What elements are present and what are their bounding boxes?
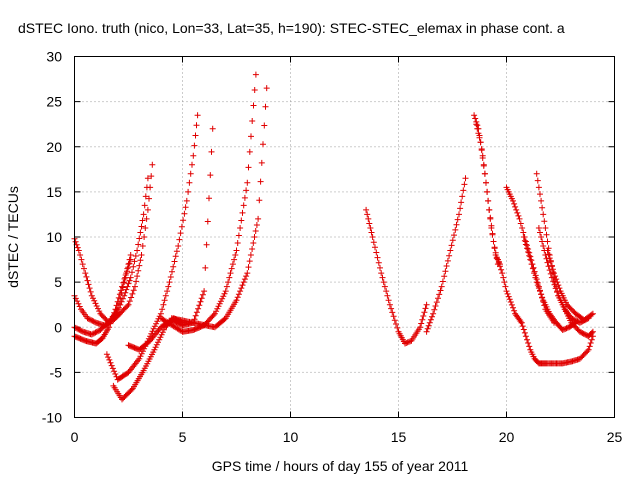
data-series bbox=[363, 206, 430, 347]
y-tick-label: -5 bbox=[50, 364, 63, 380]
data-series bbox=[168, 85, 270, 331]
data-series bbox=[520, 234, 579, 333]
y-tick-label: 5 bbox=[54, 274, 62, 290]
y-tick-label: 25 bbox=[46, 94, 62, 110]
data-series bbox=[518, 319, 596, 367]
series-markers bbox=[103, 112, 201, 383]
data-series bbox=[535, 225, 596, 340]
data-series bbox=[423, 175, 469, 335]
series-markers bbox=[71, 161, 156, 329]
x-tick-label: 10 bbox=[283, 429, 299, 445]
series-markers bbox=[363, 206, 430, 347]
series-markers bbox=[494, 256, 525, 326]
x-tick-label: 0 bbox=[71, 429, 79, 445]
series-markers bbox=[544, 247, 596, 323]
series-markers bbox=[518, 319, 596, 367]
data-points bbox=[71, 71, 596, 403]
data-series bbox=[157, 71, 259, 335]
tick-labels: 0 5 10 15 20 25 -10 -5 0 5 10 15 20 25 30 bbox=[42, 49, 623, 446]
data-series bbox=[494, 256, 525, 326]
y-tick-label: 0 bbox=[54, 319, 62, 335]
x-tick-label: 25 bbox=[607, 429, 623, 445]
x-axis-label: GPS time / hours of day 155 of year 2011 bbox=[212, 458, 469, 474]
y-tick-label: -10 bbox=[42, 410, 62, 426]
series-markers bbox=[157, 71, 259, 335]
data-series bbox=[71, 161, 156, 329]
series-markers bbox=[520, 234, 579, 333]
plot-frame bbox=[74, 56, 615, 418]
y-tick-label: 20 bbox=[46, 139, 62, 155]
series-markers bbox=[168, 85, 270, 331]
y-tick-label: 30 bbox=[46, 49, 62, 65]
x-tick-label: 5 bbox=[179, 429, 187, 445]
y-tick-label: 15 bbox=[46, 184, 62, 200]
y-axis-label: dSTEC / TECUs bbox=[5, 186, 21, 288]
x-tick-label: 15 bbox=[391, 429, 407, 445]
chart-title: dSTEC Iono. truth (nico, Lon=33, Lat=35,… bbox=[18, 20, 565, 36]
data-series bbox=[544, 247, 596, 323]
data-series bbox=[103, 112, 201, 383]
y-tick-label: 10 bbox=[46, 229, 62, 245]
data-series bbox=[473, 121, 501, 268]
series-markers bbox=[473, 121, 501, 268]
series-markers bbox=[423, 175, 469, 335]
series-markers bbox=[535, 225, 596, 340]
x-tick-label: 20 bbox=[499, 429, 515, 445]
grid bbox=[74, 56, 615, 418]
